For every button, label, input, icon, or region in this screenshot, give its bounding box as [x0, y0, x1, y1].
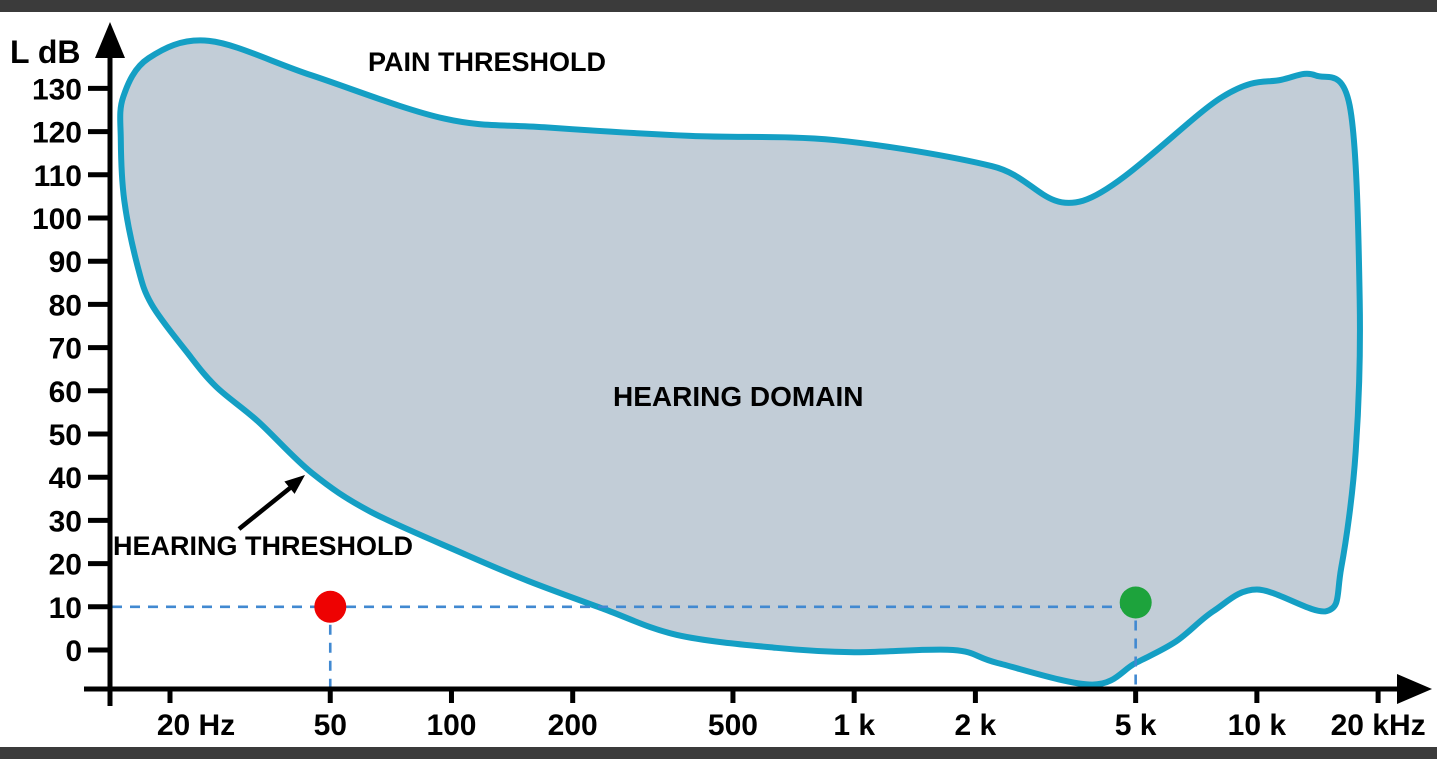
y-axis-arrow-icon: [95, 22, 125, 58]
y-axis-label: L dB: [10, 34, 81, 70]
y-tick-label: 100: [32, 203, 82, 236]
x-tick-label: 100: [426, 709, 476, 742]
y-tick-label: 50: [49, 419, 82, 452]
red-marker: [314, 590, 347, 623]
x-tick-label: 2 k: [955, 709, 997, 742]
y-tick-label: 70: [49, 333, 82, 366]
bottom-frame-bar: [0, 747, 1437, 759]
hearing-threshold-label: HEARING THRESHOLD: [113, 531, 414, 561]
y-tick-label: 120: [32, 117, 82, 150]
y-tick-label: 60: [49, 376, 82, 409]
x-tick-label: 50: [314, 709, 347, 742]
x-tick-label: 10 k: [1228, 709, 1287, 742]
green-marker: [1119, 586, 1152, 619]
y-tick-label: 130: [32, 73, 82, 106]
x-tick-label: 20 Hz: [157, 709, 235, 742]
y-tick-label: 90: [49, 246, 82, 279]
y-tick-label: 40: [49, 462, 82, 495]
y-tick-label: 0: [65, 635, 82, 668]
x-tick-label: 5 k: [1115, 709, 1157, 742]
pain-threshold-label: PAIN THRESHOLD: [368, 47, 607, 77]
x-axis-arrow-icon: [1397, 674, 1432, 704]
top-frame-bar: [0, 0, 1437, 12]
y-tick-label: 10: [49, 592, 82, 625]
x-tick-label: 20 kHz: [1331, 709, 1426, 742]
y-tick-label: 110: [34, 160, 82, 193]
threshold-arrow-line: [237, 486, 292, 531]
hearing-domain-area: [117, 37, 1363, 688]
y-tick-label: 80: [49, 289, 82, 322]
x-tick-label: 500: [708, 709, 758, 742]
hearing-domain-label: HEARING DOMAIN: [613, 381, 864, 412]
y-tick-label: 30: [49, 505, 82, 538]
y-tick-label: 20: [49, 549, 82, 582]
x-tick-label: 1 k: [833, 709, 875, 742]
x-tick-label: 200: [548, 709, 598, 742]
threshold-arrow-head-icon: [284, 475, 305, 494]
